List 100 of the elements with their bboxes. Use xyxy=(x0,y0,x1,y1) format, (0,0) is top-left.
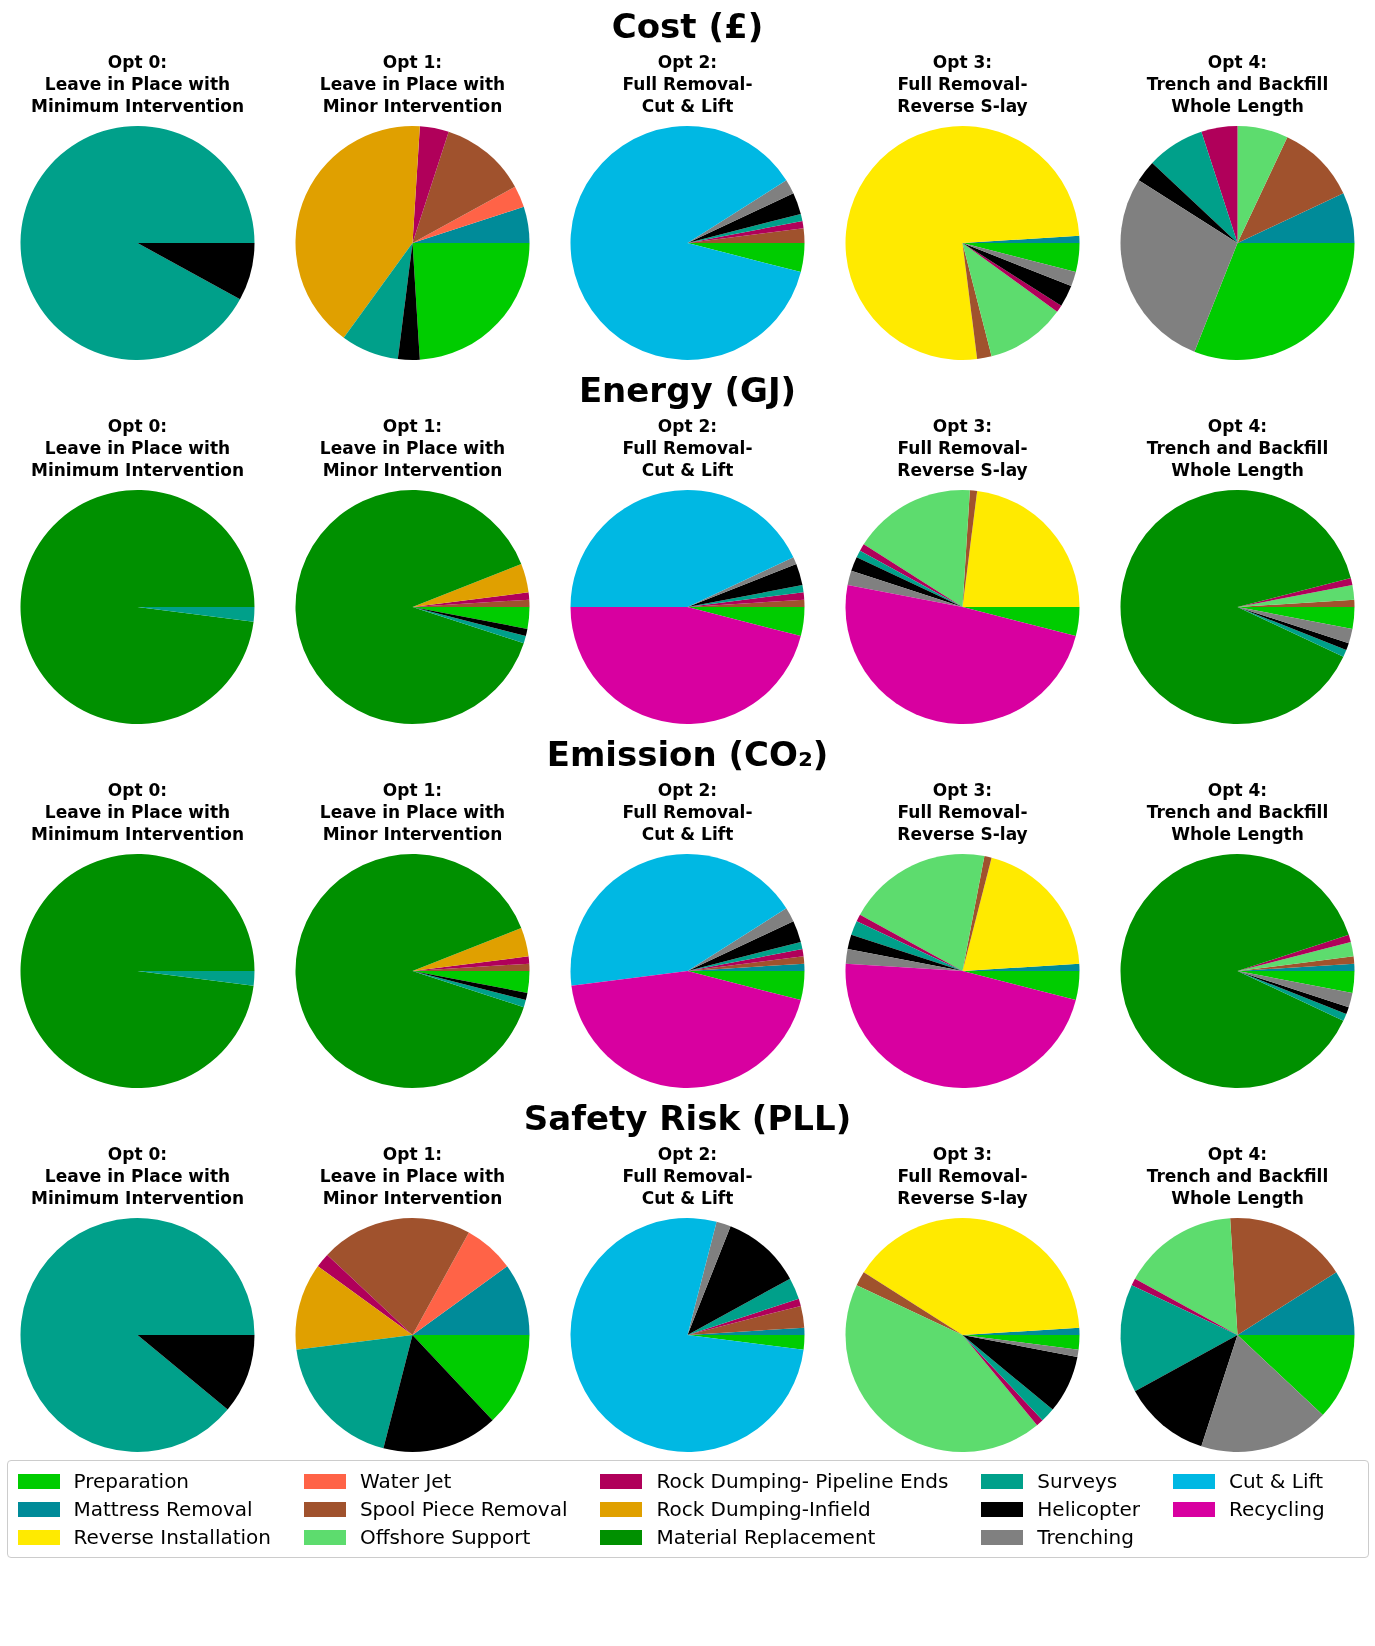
chart-title: Opt 3: Full Removal- Reverse S-lay xyxy=(897,779,1028,845)
legend-label: Preparation xyxy=(73,1469,190,1493)
pie-slice xyxy=(845,585,1076,724)
pie-slice xyxy=(687,585,804,607)
chart-title: Opt 4: Trench and Backfill Whole Length xyxy=(1146,51,1329,117)
pie-slice xyxy=(687,221,804,243)
pie-slice xyxy=(847,934,963,971)
chart-title: Opt 4: Trench and Backfill Whole Length xyxy=(1146,779,1329,845)
chart-title: Opt 3: Full Removal- Reverse S-lay xyxy=(897,51,1028,117)
pie-slice xyxy=(1237,1335,1355,1416)
pie-slice xyxy=(687,1278,799,1335)
legend-label: Material Replacement xyxy=(656,1525,876,1549)
pie-slice xyxy=(863,490,970,607)
pie-slice xyxy=(412,971,530,993)
pie-slice xyxy=(687,971,805,1001)
legend-label: Rock Dumping-Infield xyxy=(656,1497,871,1521)
pie-slice xyxy=(962,607,1080,637)
pie-slice xyxy=(962,971,1080,1001)
chart-title: Opt 0: Leave in Place with Minimum Intervention xyxy=(30,779,245,845)
pie-slice xyxy=(412,126,449,243)
text: Emission (CO₂) xyxy=(545,734,830,774)
pie-slice xyxy=(295,490,524,724)
pie-slice xyxy=(1120,180,1238,352)
chart-title: Opt 1: Leave in Place with Minor Intervention xyxy=(319,779,506,845)
pie-slice xyxy=(1120,490,1351,724)
pie-slice xyxy=(412,607,530,629)
text: Energy (GJ) xyxy=(577,370,798,410)
pie-slice xyxy=(687,1226,791,1335)
chart-title: Opt 3: Full Removal- Reverse S-lay xyxy=(897,415,1028,481)
pie-slice xyxy=(383,1335,493,1452)
legend-label: Recycling xyxy=(1228,1497,1325,1521)
pie-slice xyxy=(1237,1272,1355,1335)
pie-slice xyxy=(1237,607,1353,644)
pie-slice xyxy=(1201,126,1238,243)
legend-label: Spool Piece Removal xyxy=(359,1497,568,1521)
pie-slice xyxy=(570,854,787,986)
pie-slice xyxy=(859,854,985,971)
pie-slice xyxy=(570,607,801,724)
pie-slice xyxy=(412,1232,508,1335)
pie-slice xyxy=(1237,971,1353,1008)
pie-slice xyxy=(687,607,805,637)
pie-slice xyxy=(962,1335,1043,1426)
pie-slice xyxy=(962,1335,1079,1357)
pie-slice xyxy=(570,490,794,607)
pie-slice xyxy=(20,126,255,360)
pie-slice xyxy=(687,243,805,273)
pie-slice xyxy=(1237,585,1355,607)
pie-slice xyxy=(687,1305,805,1335)
pie-slice xyxy=(687,908,794,971)
pie-slice xyxy=(687,1221,731,1335)
pie-slice xyxy=(397,243,420,360)
pie-slice xyxy=(20,854,255,1088)
legend-label: Reverse Installation xyxy=(73,1525,272,1549)
pie-slice xyxy=(1152,131,1238,243)
legend-label: Offshore Support xyxy=(359,1525,531,1549)
pie-slice xyxy=(412,1266,530,1335)
pie-slice xyxy=(962,1335,1078,1410)
pie-slice xyxy=(412,186,524,243)
pie-slice xyxy=(327,1218,469,1335)
pie-slice xyxy=(687,213,803,243)
chart-title: Opt 4: Trench and Backfill Whole Length xyxy=(1146,415,1329,481)
chart-title: Opt 0: Leave in Place with Minimum Intervention xyxy=(30,1143,245,1209)
pie-slice xyxy=(412,563,529,607)
pie-slice xyxy=(1237,971,1355,993)
pie-slice xyxy=(1237,137,1344,243)
pie-slice xyxy=(1237,577,1353,607)
pie-slice xyxy=(317,1254,413,1335)
pie-slice xyxy=(962,857,1080,971)
pie-slice xyxy=(571,971,801,1088)
pie-slice xyxy=(1237,193,1355,243)
pie-slice xyxy=(845,126,1080,360)
chart-title: Opt 1: Leave in Place with Minor Intervention xyxy=(319,51,506,117)
pie-slice xyxy=(1120,1285,1238,1392)
pie-slice xyxy=(1237,941,1354,971)
pie-slice xyxy=(1230,1218,1337,1335)
legend-label: Mattress Removal xyxy=(73,1497,253,1521)
pie-slice xyxy=(962,490,1080,607)
pie-slice xyxy=(845,1285,1038,1452)
pie-slice xyxy=(687,949,804,971)
pie-slice xyxy=(1138,162,1238,243)
chart-title: Opt 3: Full Removal- Reverse S-lay xyxy=(897,1143,1028,1209)
pie-slice xyxy=(295,854,524,1088)
pie-slice xyxy=(687,563,803,607)
pie-slice xyxy=(856,1272,963,1335)
pie-slice xyxy=(1134,1335,1238,1447)
pie-slice xyxy=(1237,607,1355,629)
pie-slice xyxy=(1194,243,1355,360)
pie-slice xyxy=(845,949,963,971)
pie-slice xyxy=(295,1266,413,1350)
pie-slice xyxy=(687,941,803,971)
pie-slice xyxy=(962,1335,1053,1421)
pie-slice xyxy=(570,1218,804,1452)
pie-slice xyxy=(962,243,1080,273)
legend-label: Surveys xyxy=(1037,1469,1118,1493)
pie-slice xyxy=(20,1218,255,1452)
pie-slice xyxy=(412,243,530,360)
legend-label: Water Jet xyxy=(359,1469,452,1493)
chart-title: Opt 1: Leave in Place with Minor Intervention xyxy=(319,415,506,481)
legend-label: Helicopter xyxy=(1037,1497,1141,1521)
pie-slice xyxy=(20,490,255,724)
